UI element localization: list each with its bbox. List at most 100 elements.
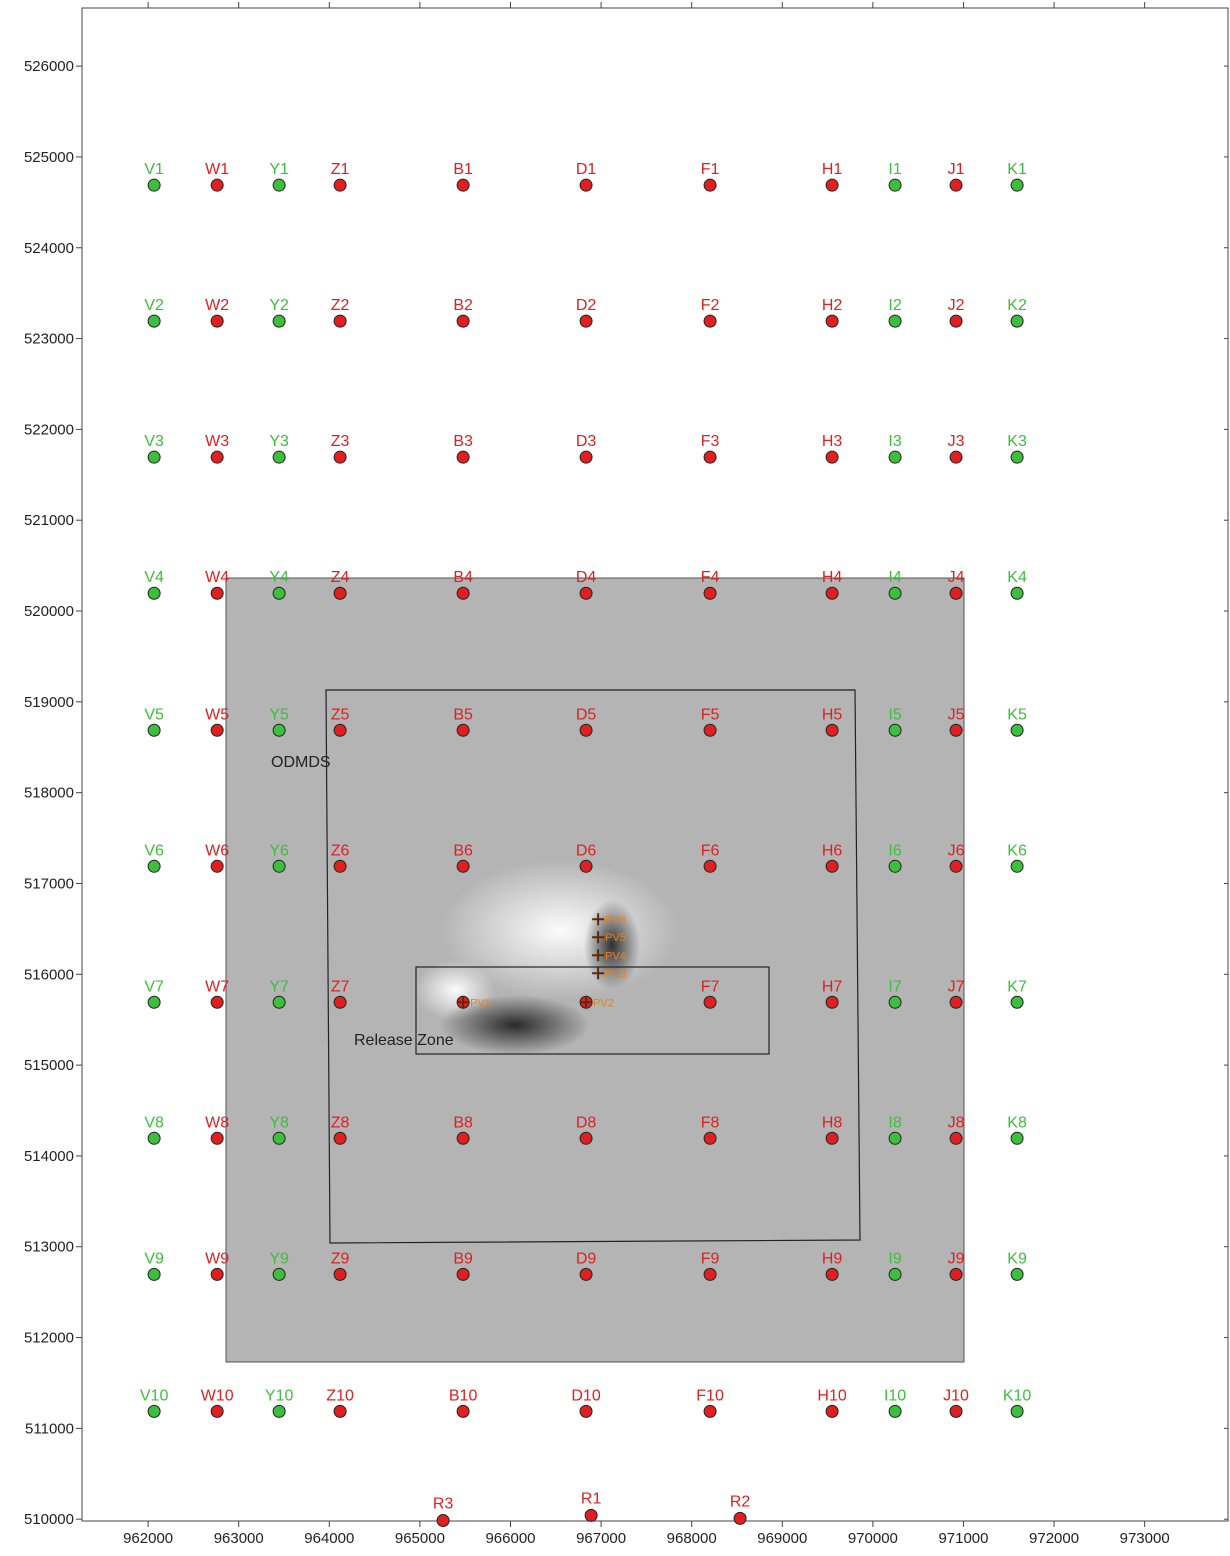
y-tick-label: 516000 (24, 966, 74, 983)
station-point (148, 1132, 160, 1144)
y-tick-label: 514000 (24, 1148, 74, 1165)
station-point (889, 996, 901, 1008)
pv-label: PV4 (605, 950, 626, 962)
station-label: F8 (701, 1114, 720, 1131)
station-point (334, 451, 346, 463)
station-label: Z2 (331, 297, 350, 314)
station-label: Z9 (331, 1250, 350, 1267)
station-point (457, 179, 469, 191)
station-point (950, 1405, 962, 1417)
station-label: R3 (433, 1496, 454, 1513)
station-point (704, 996, 716, 1008)
station-label: Y3 (269, 433, 289, 450)
x-tick-label: 970000 (848, 1530, 898, 1547)
station-point (457, 724, 469, 736)
station-label: W1 (205, 161, 229, 178)
station-label: K7 (1007, 978, 1027, 995)
station-point (273, 860, 285, 872)
station-point (211, 1405, 223, 1417)
station-point (457, 451, 469, 463)
station-label: B4 (453, 569, 473, 586)
station-label: W2 (205, 297, 229, 314)
station-point (585, 1509, 597, 1521)
station-label: Y6 (269, 842, 289, 859)
station-point (1011, 1405, 1023, 1417)
station-label: V4 (144, 569, 164, 586)
station-point (950, 860, 962, 872)
station-label: V6 (144, 842, 164, 859)
station-label: Z10 (326, 1387, 354, 1404)
station-point (950, 1132, 962, 1144)
station-label: V7 (144, 978, 164, 995)
station-label: B3 (453, 433, 473, 450)
station-point (826, 179, 838, 191)
station-label: I1 (888, 161, 901, 178)
station-point (437, 1515, 449, 1527)
station-point (211, 724, 223, 736)
pv-label: PV2 (593, 997, 614, 1009)
station-label: W4 (205, 569, 229, 586)
y-tick-label: 524000 (24, 240, 74, 257)
station-point (704, 1132, 716, 1144)
x-tick-label: 968000 (667, 1530, 717, 1547)
station-label: V5 (144, 706, 164, 723)
station-label: B10 (449, 1387, 478, 1404)
station-point (1011, 724, 1023, 736)
station-label: Y1 (269, 161, 289, 178)
station-point (148, 179, 160, 191)
station-point (334, 724, 346, 736)
station-label: D10 (571, 1387, 600, 1404)
station-label: K10 (1003, 1387, 1032, 1404)
x-tick-label: 972000 (1029, 1530, 1079, 1547)
station-point (704, 587, 716, 599)
station-point (211, 1132, 223, 1144)
station-label: J4 (948, 569, 965, 586)
station-point (950, 451, 962, 463)
station-label: F6 (701, 842, 720, 859)
station-point (211, 1268, 223, 1280)
station-label: Y4 (269, 569, 289, 586)
station-point (273, 996, 285, 1008)
station-point (704, 1405, 716, 1417)
station-label: I4 (888, 569, 901, 586)
y-tick-label: 522000 (24, 421, 74, 438)
station-label: Z3 (331, 433, 350, 450)
station-point (334, 1405, 346, 1417)
y-tick-label: 526000 (24, 58, 74, 75)
station-label: W9 (205, 1250, 229, 1267)
station-label: K8 (1007, 1114, 1027, 1131)
station-point (1011, 996, 1023, 1008)
station-point (334, 179, 346, 191)
station-label: Z8 (331, 1114, 350, 1131)
station-point (950, 315, 962, 327)
station-point (457, 1132, 469, 1144)
station-label: J9 (948, 1250, 965, 1267)
station-point (1011, 1132, 1023, 1144)
station-label: B6 (453, 842, 473, 859)
station-label: I3 (888, 433, 901, 450)
station-label: Z5 (331, 706, 350, 723)
station-label: D8 (576, 1114, 597, 1131)
y-tick-label: 523000 (24, 331, 74, 348)
station-point (950, 724, 962, 736)
station-point (148, 996, 160, 1008)
y-tick-label: 525000 (24, 149, 74, 166)
station-label: H8 (822, 1114, 843, 1131)
station-point (334, 860, 346, 872)
station-point (580, 587, 592, 599)
station-label: I6 (888, 842, 901, 859)
station-point (704, 1268, 716, 1280)
station-point (1011, 860, 1023, 872)
station-label: D2 (576, 297, 597, 314)
pv-label: PV3 (605, 968, 626, 980)
station-point (704, 724, 716, 736)
y-tick-label: 521000 (24, 512, 74, 529)
y-tick-label: 515000 (24, 1057, 74, 1074)
station-label: H10 (817, 1387, 846, 1404)
odmds-label: ODMDS (271, 754, 331, 771)
station-label: K9 (1007, 1250, 1027, 1267)
station-point (734, 1512, 746, 1524)
station-label: D6 (576, 842, 597, 859)
y-tick-label: 511000 (25, 1420, 74, 1437)
station-point (148, 315, 160, 327)
